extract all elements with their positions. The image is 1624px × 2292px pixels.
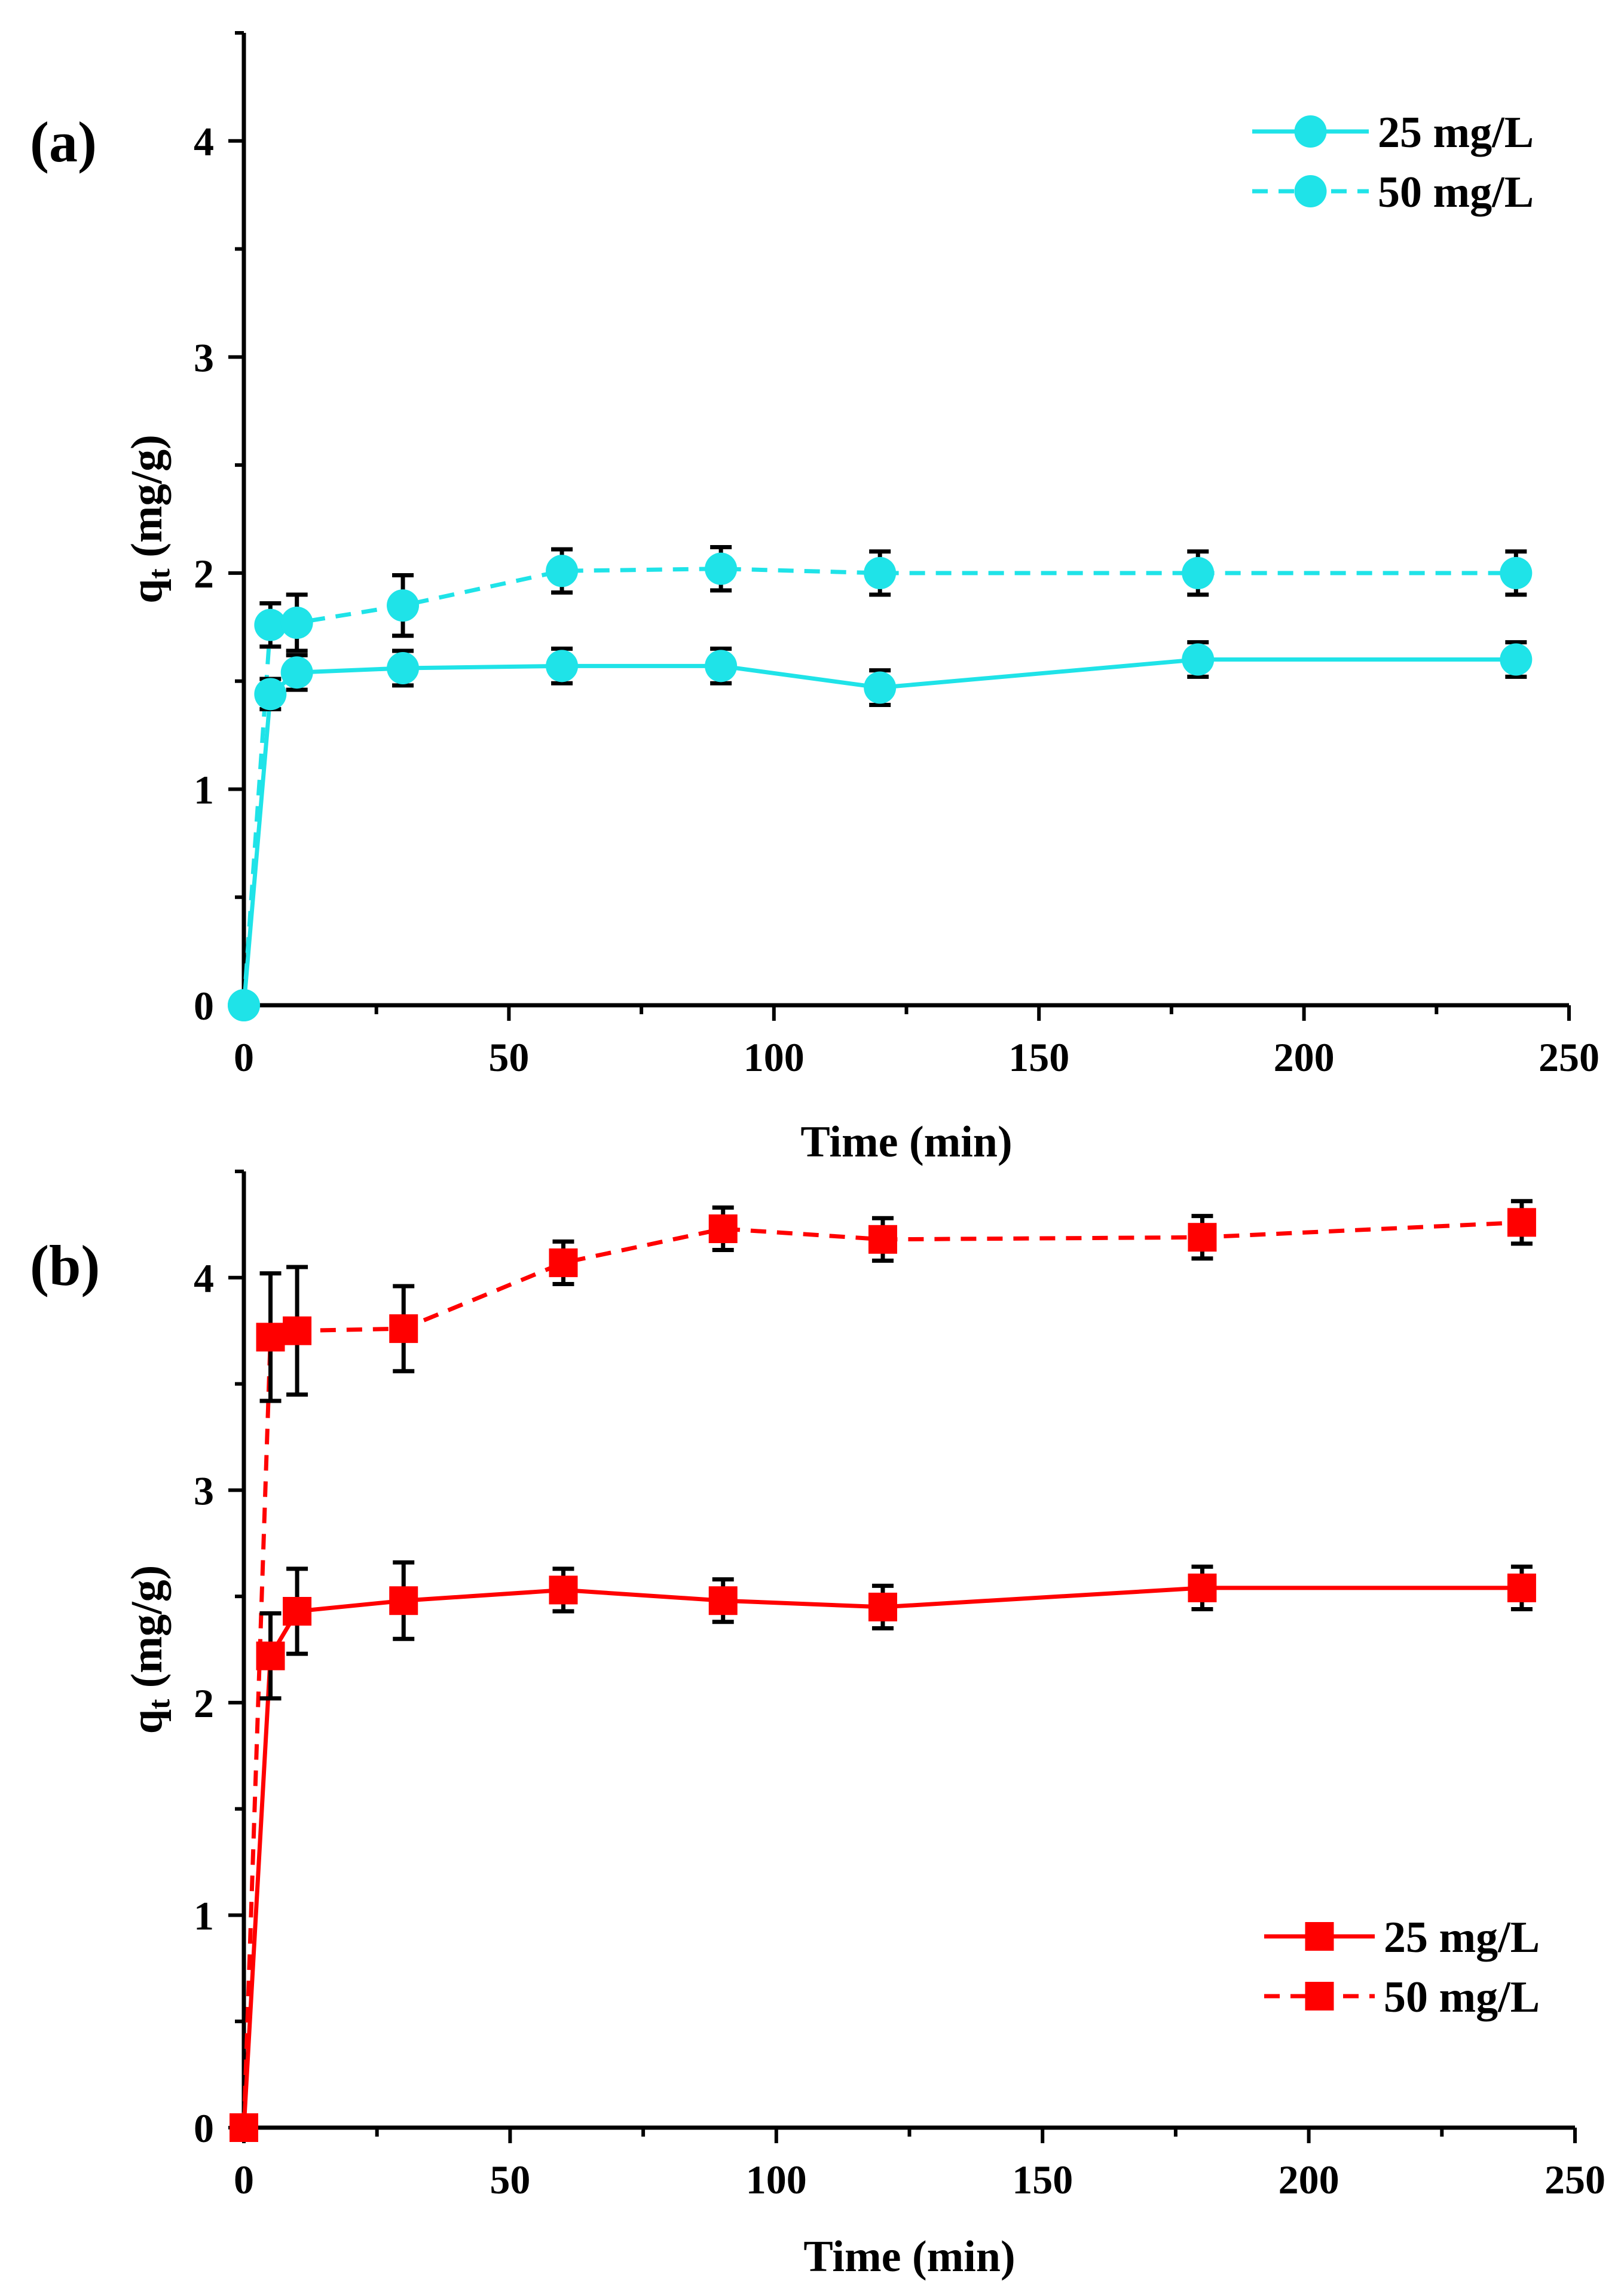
legend-label: 50 mg/L bbox=[1378, 168, 1534, 217]
y-axis-title-unit: (mg/g) bbox=[123, 1565, 172, 1699]
panel-label: (b) bbox=[30, 1234, 100, 1298]
y-axis-title-main: q bbox=[123, 579, 172, 604]
x-tick-label: 200 bbox=[1279, 2157, 1339, 2202]
y-axis-title-main: q bbox=[123, 1709, 172, 1734]
x-tick-label: 100 bbox=[744, 1035, 805, 1080]
data-point bbox=[228, 989, 260, 1021]
legend-marker bbox=[1305, 1982, 1334, 2011]
data-point bbox=[1507, 1573, 1536, 1602]
y-axis-title: qt (mg/g) bbox=[123, 1565, 176, 1734]
x-axis-title: Time (min) bbox=[800, 1118, 1012, 1167]
data-point bbox=[1182, 643, 1215, 676]
data-point bbox=[283, 1316, 312, 1345]
series-points-25mg bbox=[230, 1560, 1536, 2142]
series-line bbox=[241, 1586, 1522, 2128]
series-line bbox=[241, 657, 1516, 1006]
y-tick-label: 0 bbox=[194, 2106, 214, 2151]
y-tick-label: 2 bbox=[194, 1681, 214, 1726]
y-tick-label: 2 bbox=[194, 551, 214, 596]
panel-label: (a) bbox=[30, 110, 97, 174]
data-point bbox=[868, 1225, 897, 1254]
data-point bbox=[387, 589, 420, 622]
data-point bbox=[256, 1323, 285, 1352]
data-point bbox=[868, 1592, 897, 1621]
data-point bbox=[705, 650, 738, 683]
x-tick-label: 50 bbox=[490, 2157, 530, 2202]
x-tick-label: 250 bbox=[1545, 2157, 1605, 2202]
data-point bbox=[280, 656, 313, 689]
data-point bbox=[230, 2113, 258, 2142]
y-axis-title-subscript: t bbox=[142, 1699, 176, 1709]
series-points-50mg bbox=[230, 1199, 1536, 2142]
series-50mg bbox=[241, 567, 1516, 1006]
x-tick-label: 150 bbox=[1012, 2157, 1073, 2202]
x-tick-label: 0 bbox=[234, 2157, 254, 2202]
y-tick-label: 4 bbox=[194, 1256, 214, 1301]
x-tick-label: 150 bbox=[1008, 1035, 1069, 1080]
data-point bbox=[1188, 1573, 1217, 1602]
legend-marker bbox=[1305, 1922, 1334, 1951]
series-25mg bbox=[241, 1586, 1522, 2128]
y-axis-title: qt (mg/g) bbox=[123, 434, 176, 603]
y-tick-label: 4 bbox=[194, 119, 214, 164]
data-point bbox=[283, 1597, 312, 1626]
data-point bbox=[1182, 556, 1215, 589]
series-25mg bbox=[241, 657, 1516, 1006]
data-point bbox=[546, 650, 579, 683]
series-line bbox=[241, 567, 1516, 1006]
x-tick-label: 100 bbox=[746, 2157, 807, 2202]
y-axis-title-unit: (mg/g) bbox=[123, 434, 172, 568]
legend-marker bbox=[1294, 175, 1327, 207]
data-point bbox=[254, 608, 287, 641]
x-tick-label: 250 bbox=[1539, 1035, 1599, 1080]
data-point bbox=[549, 1248, 578, 1277]
y-tick-label: 1 bbox=[194, 1893, 214, 1938]
y-tick-label: 3 bbox=[194, 1468, 214, 1513]
data-point bbox=[1500, 556, 1533, 589]
x-tick-label: 50 bbox=[488, 1035, 529, 1080]
y-tick-label: 3 bbox=[194, 335, 214, 380]
data-point bbox=[1507, 1208, 1536, 1237]
x-tick-label: 0 bbox=[234, 1035, 254, 1080]
data-point bbox=[705, 552, 738, 585]
data-point bbox=[864, 556, 897, 589]
legend-label: 25 mg/L bbox=[1384, 1913, 1540, 1962]
series-points-25mg bbox=[228, 640, 1533, 1021]
legend-label: 25 mg/L bbox=[1378, 108, 1534, 157]
y-tick-label: 1 bbox=[194, 767, 214, 812]
data-point bbox=[389, 1314, 418, 1344]
data-point bbox=[280, 607, 313, 639]
series-points-50mg bbox=[228, 545, 1533, 1021]
x-axis-title: Time (min) bbox=[803, 2232, 1015, 2281]
data-point bbox=[546, 555, 579, 587]
data-point bbox=[254, 678, 287, 711]
data-point bbox=[708, 1586, 738, 1615]
data-point bbox=[256, 1641, 285, 1670]
data-point bbox=[389, 1586, 418, 1615]
data-point bbox=[708, 1214, 738, 1243]
legend: 25 mg/L 50 mg/L bbox=[1252, 108, 1534, 217]
y-tick-label: 0 bbox=[194, 983, 214, 1029]
x-tick-label: 200 bbox=[1274, 1035, 1335, 1080]
data-point bbox=[549, 1575, 578, 1605]
legend-label: 50 mg/L bbox=[1384, 1973, 1540, 2022]
y-axis-title-subscript: t bbox=[142, 568, 176, 579]
data-point bbox=[387, 651, 420, 684]
legend: 25 mg/L 50 mg/L bbox=[1264, 1913, 1540, 2022]
data-point bbox=[1500, 643, 1533, 676]
data-point bbox=[1188, 1223, 1217, 1252]
legend-marker bbox=[1294, 115, 1327, 148]
data-point bbox=[864, 671, 897, 704]
